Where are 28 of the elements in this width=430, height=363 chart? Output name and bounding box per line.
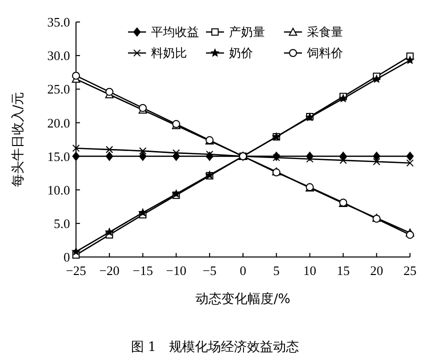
x-tick-label: −10 bbox=[166, 263, 186, 278]
y-axis-title: 每头牛日收入/元 bbox=[11, 92, 26, 188]
legend-label: 饲料价 bbox=[306, 46, 343, 60]
x-tick-label: 25 bbox=[404, 263, 416, 278]
x-axis-title: 动态变化幅度/% bbox=[196, 291, 290, 307]
x-tick-label: −5 bbox=[202, 263, 217, 278]
legend-label: 采食量 bbox=[307, 25, 343, 40]
y-tick-label: 10.0 bbox=[47, 182, 70, 198]
x-tick-label: 0 bbox=[240, 263, 246, 278]
legend-label: 料奶比 bbox=[151, 46, 187, 60]
y-tick-label: 25.0 bbox=[47, 82, 70, 97]
y-tick-label: 30.0 bbox=[47, 48, 70, 64]
y-tick-label: 0 bbox=[64, 250, 70, 265]
x-tick-label: 10 bbox=[303, 263, 316, 278]
x-tick-label: 20 bbox=[370, 263, 384, 278]
y-tick-label: 15.0 bbox=[47, 148, 70, 164]
y-tick-label: 20.0 bbox=[47, 115, 70, 130]
legend-label: 平均收益 bbox=[151, 25, 199, 40]
y-tick-label: 5.0 bbox=[54, 216, 70, 231]
x-tick-label: −15 bbox=[132, 263, 153, 278]
x-tick-label: −20 bbox=[99, 263, 120, 278]
legend-label: 奶价 bbox=[229, 46, 253, 60]
x-tick-label: 5 bbox=[273, 263, 280, 278]
text: 图 1 规模化场经济效益动态 bbox=[130, 340, 300, 355]
y-tick-label: 35.0 bbox=[47, 14, 70, 30]
x-tick-label: 15 bbox=[336, 263, 350, 278]
x-tick-label: −25 bbox=[66, 263, 86, 278]
legend-label: 产奶量 bbox=[229, 25, 265, 40]
